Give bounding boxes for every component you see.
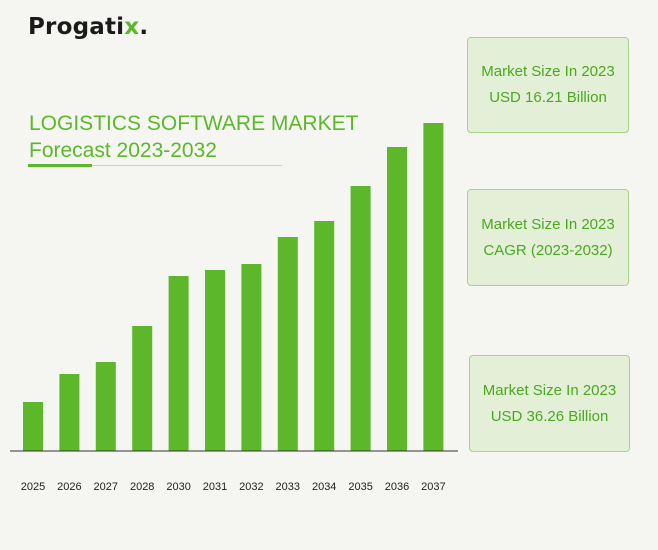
- bar-2027: [95, 362, 116, 451]
- x-tick-label: 2033: [276, 481, 300, 493]
- chart-subtitle: Forecast 2023-2032: [29, 139, 217, 162]
- bar-2033: [277, 237, 298, 451]
- bar-2026: [59, 374, 80, 451]
- bar-2035: [350, 186, 371, 451]
- x-tick-label: 2030: [166, 481, 190, 493]
- chart-title-block: LOGISTICS SOFTWARE MARKET Forecast 2023-…: [29, 110, 358, 164]
- chart-title: LOGISTICS SOFTWARE MARKET: [29, 112, 359, 135]
- bar-2031: [205, 270, 225, 451]
- bar-2030: [168, 276, 189, 451]
- bar-2032: [241, 264, 262, 451]
- x-tick-label: 2027: [94, 481, 118, 493]
- x-tick-label: 2032: [239, 481, 263, 493]
- info-box-value: USD 36.26 Billion: [490, 407, 609, 425]
- bar-2028: [132, 326, 153, 451]
- info-box-market-size: Market Size In 2023 USD 16.21 Billion: [467, 37, 629, 133]
- bar-group: [23, 123, 444, 451]
- bar-2025: [23, 402, 43, 451]
- title-divider: [28, 164, 282, 167]
- info-box-label: Market Size In 2023: [481, 215, 615, 233]
- x-tick-label: 2026: [57, 481, 81, 493]
- brand-logo: Progatix.: [28, 14, 149, 40]
- x-tick-label: 2037: [421, 481, 445, 493]
- title-divider-accent: [28, 164, 92, 167]
- bar-2034: [314, 221, 335, 451]
- x-tick-labels: 2025 2026 2027 2028 2030 2031 2032 2033 2034 2035…: [21, 481, 446, 493]
- info-box-label: Market Size In 2023: [481, 63, 615, 80]
- info-box-cagr: Market Size In 2023 CAGR (2023-2032): [467, 189, 629, 286]
- info-box-value: USD 16.21 Billion: [489, 89, 607, 106]
- x-tick-label: 2036: [385, 481, 409, 493]
- x-tick-label: 2028: [130, 481, 154, 493]
- x-tick-label: 2035: [348, 481, 372, 493]
- x-tick-label: 2034: [312, 481, 336, 493]
- bar-chart: 2025 2026 2027 2028 2030 2031 2032 2033 2034 2035…: [10, 123, 458, 493]
- x-tick-label: 2025: [21, 481, 45, 493]
- x-tick-label: 2031: [203, 481, 227, 493]
- bar-2037: [423, 123, 444, 451]
- info-box-label: Market Size In 2023: [482, 381, 617, 399]
- bar-2036: [387, 147, 407, 451]
- info-box-forecast-size: Market Size In 2023 USD 36.26 Billion: [469, 355, 630, 452]
- info-box-value: CAGR (2023-2032): [483, 241, 613, 259]
